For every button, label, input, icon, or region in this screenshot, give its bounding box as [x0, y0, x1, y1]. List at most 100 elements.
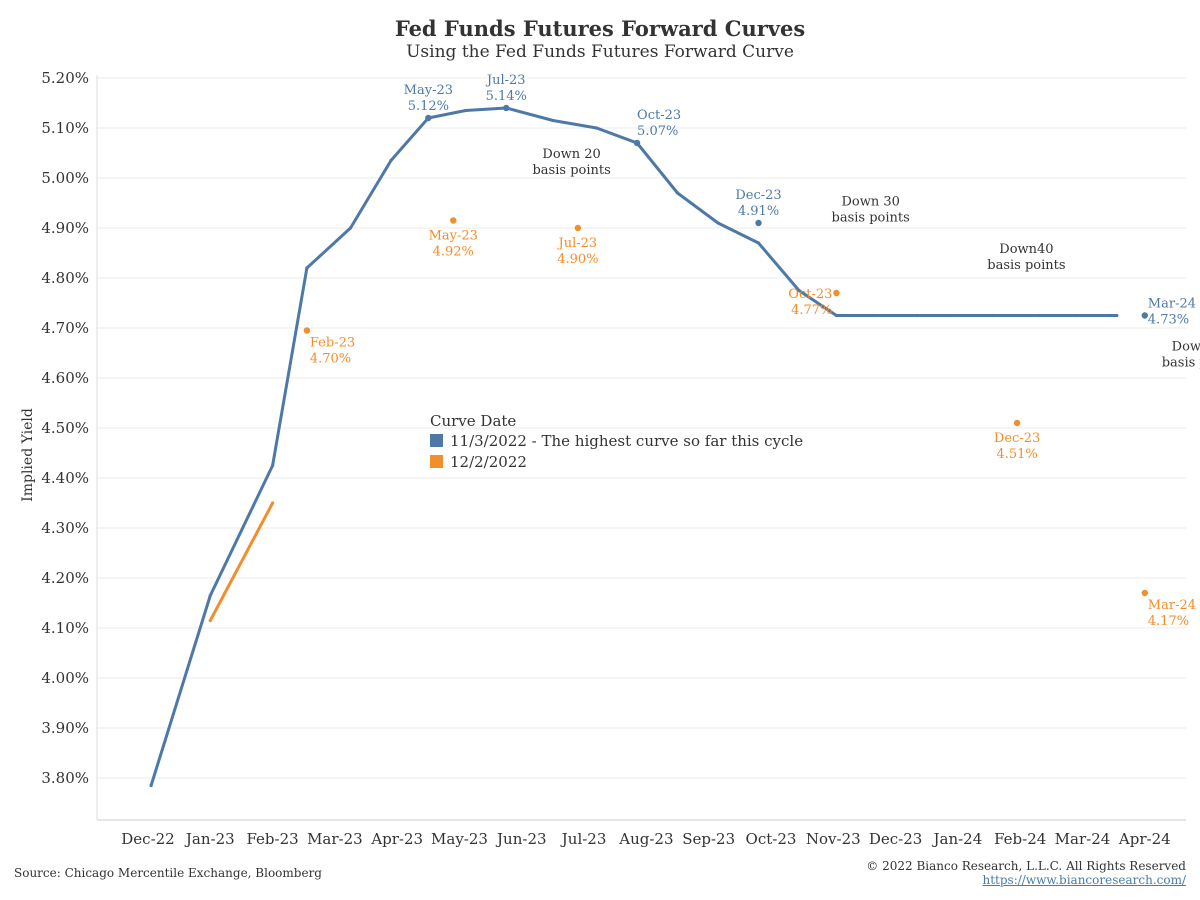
annotation-line1: Down40	[999, 242, 1053, 257]
x-tick-label: May-23	[431, 830, 488, 848]
legend-entry: 12/2/2022	[450, 453, 527, 471]
data-point	[305, 266, 309, 270]
data-point	[915, 313, 920, 318]
y-tick-label: 4.10%	[41, 619, 89, 637]
series-line-blue	[149, 106, 1119, 787]
labeled-point-marker	[1141, 589, 1149, 597]
x-tick-label: Jul-23	[560, 830, 607, 848]
data-label-value: 5.07%	[637, 124, 678, 139]
labeled-point-marker	[574, 224, 582, 232]
data-label-value: 4.70%	[310, 352, 351, 367]
data-label-category: Oct-23	[637, 108, 681, 123]
annotation-line1: Down 60	[1172, 340, 1200, 355]
data-point	[834, 313, 839, 318]
annotation-line2: basis points	[1162, 356, 1200, 371]
y-tick-label: 4.40%	[41, 469, 89, 487]
y-tick-label: 4.60%	[41, 369, 89, 387]
data-label-category: May-23	[404, 83, 453, 98]
chart-title: Fed Funds Futures Forward Curves	[394, 16, 806, 41]
y-tick-label: 5.20%	[41, 69, 89, 87]
x-tick-label: Feb-23	[246, 830, 298, 848]
data-label-value: 4.73%	[1148, 313, 1189, 328]
labeled-point-marker	[1013, 419, 1021, 427]
data-point	[208, 618, 212, 623]
x-tick-label: Oct-23	[746, 830, 797, 848]
y-tick-label: 4.00%	[41, 669, 89, 687]
x-tick-label: Feb-24	[994, 830, 1046, 848]
y-tick-label: 4.90%	[41, 219, 89, 237]
x-tick-label: Jun-23	[495, 830, 547, 848]
data-point	[348, 226, 353, 230]
y-tick-label: 4.50%	[41, 419, 89, 437]
annotation-line2: basis points	[987, 258, 1065, 273]
data-label-value: 5.12%	[408, 99, 449, 114]
labeled-point-marker	[1141, 312, 1149, 319]
data-point	[551, 118, 555, 123]
source-note: Source: Chicago Mercentile Exchange, Blo…	[14, 866, 322, 880]
x-tick-label: Dec-22	[121, 830, 174, 848]
series-line-orange	[208, 501, 275, 622]
data-point	[594, 126, 599, 130]
annotation-line1: Down 20	[542, 147, 600, 162]
data-label-category: Mar-24	[1148, 297, 1196, 312]
data-label-category: Dec-23	[994, 431, 1040, 446]
data-point	[990, 313, 994, 318]
website-link[interactable]: https://www.biancoresearch.com/	[982, 873, 1186, 887]
data-label-category: May-23	[429, 229, 478, 244]
labeled-point-marker	[755, 219, 762, 227]
data-point	[389, 158, 393, 163]
legend-title: Curve Date	[430, 412, 516, 430]
data-point	[872, 313, 876, 318]
data-label-value: 4.51%	[996, 447, 1037, 462]
y-tick-label: 4.80%	[41, 269, 89, 287]
data-point	[464, 108, 468, 113]
legend-entry: 11/3/2022 - The highest curve so far thi…	[450, 432, 803, 450]
labeled-point-marker	[633, 139, 641, 147]
data-label-value: 4.92%	[433, 245, 474, 260]
y-tick-label: 4.70%	[41, 319, 89, 337]
data-label-value: 4.17%	[1148, 614, 1189, 629]
data-point	[1037, 313, 1041, 318]
data-label-category: Mar-24	[1148, 598, 1196, 613]
labeled-point-marker	[450, 217, 457, 224]
data-point	[956, 313, 960, 318]
x-tick-label: Dec-23	[869, 830, 922, 848]
legend-swatch-blue	[430, 434, 443, 447]
data-point	[1074, 313, 1078, 318]
y-tick-label: 5.10%	[41, 119, 89, 137]
x-tick-label: Jan-24	[932, 830, 983, 848]
y-tick-label: 4.20%	[41, 569, 89, 587]
annotation-line1: Down 30	[841, 195, 899, 210]
data-label-category: Dec-23	[735, 188, 781, 203]
data-label-value: 4.77%	[791, 303, 832, 318]
labeled-point-marker	[503, 104, 510, 112]
x-tick-label: Sep-23	[682, 830, 735, 848]
data-label-category: Jul-23	[485, 73, 526, 88]
legend-swatch-orange	[430, 455, 443, 468]
y-tick-label: 3.80%	[41, 769, 89, 787]
chart-subtitle: Using the Fed Funds Futures Forward Curv…	[406, 42, 794, 62]
x-tick-label: Apr-24	[1118, 830, 1171, 848]
copyright-note: © 2022 Bianco Research, L.L.C. All Right…	[866, 859, 1186, 873]
y-tick-label: 4.30%	[41, 519, 89, 537]
x-tick-label: Nov-23	[806, 830, 861, 848]
data-label-value: 4.91%	[738, 204, 779, 219]
data-label-value: 4.90%	[557, 252, 598, 267]
data-point	[1115, 313, 1119, 318]
data-point	[149, 783, 153, 788]
data-point	[756, 241, 761, 245]
y-tick-label: 3.90%	[41, 719, 89, 737]
data-label-value: 5.14%	[486, 89, 527, 104]
x-tick-label: Apr-23	[370, 830, 423, 848]
x-tick-label: Mar-24	[1055, 830, 1111, 848]
labeled-point-marker	[833, 289, 840, 297]
data-label-category: Oct-23	[788, 287, 832, 302]
x-tick-label: Jan-23	[184, 830, 235, 848]
data-point	[797, 288, 801, 293]
x-tick-label: Mar-23	[307, 830, 363, 848]
annotation-line2: basis points	[532, 163, 610, 178]
data-point	[271, 463, 275, 468]
data-label-category: Jul-23	[557, 236, 598, 251]
